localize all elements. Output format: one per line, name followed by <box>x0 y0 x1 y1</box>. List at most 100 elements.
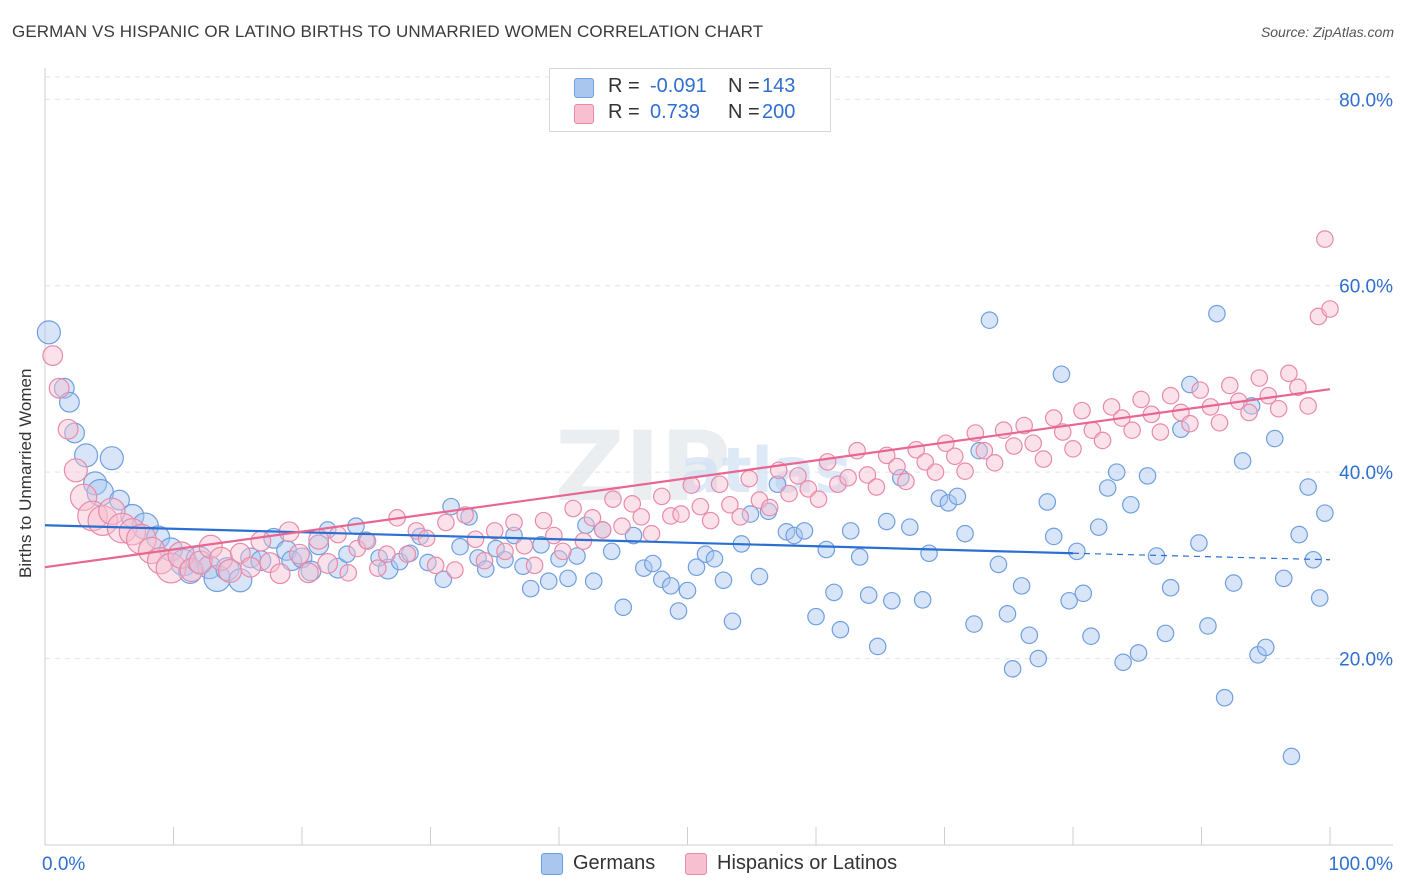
german-point <box>99 446 124 471</box>
hispanic-point <box>69 483 98 512</box>
german-point <box>1012 577 1031 595</box>
hispanic-point <box>632 508 651 526</box>
hispanic-point <box>945 447 964 466</box>
hispanic-point <box>740 469 758 488</box>
hispanic-point <box>789 467 807 485</box>
german-point <box>1074 584 1093 603</box>
german-point <box>263 527 285 549</box>
german-point <box>1190 534 1208 552</box>
hispanic-point <box>1132 390 1150 409</box>
german-point <box>723 612 742 631</box>
hispanic-point <box>339 564 358 582</box>
german-point <box>1224 574 1243 592</box>
german-point <box>956 524 974 543</box>
y-axis-label: Births to Unmarried Women <box>16 368 35 578</box>
hispanic-point <box>809 490 828 508</box>
german-point <box>1052 365 1071 384</box>
hispanic-point <box>642 524 661 543</box>
german-point <box>559 569 577 588</box>
legend-n-label: N = <box>728 75 760 97</box>
german-point <box>1215 688 1234 707</box>
y-tick-label: 20.0% <box>1339 650 1393 671</box>
hispanic-point <box>554 542 572 561</box>
german-point <box>1038 493 1057 511</box>
legend-r-label: R = <box>608 75 640 97</box>
german-point <box>795 522 814 540</box>
hispanic-point <box>701 511 720 530</box>
y-tick-label: 40.0% <box>1339 463 1393 484</box>
hispanic-point <box>818 453 837 471</box>
legend-r-value: -0.091 <box>650 75 707 97</box>
hispanic-point <box>485 522 504 540</box>
german-point <box>1068 542 1086 561</box>
german-point <box>1107 463 1126 481</box>
german-point <box>584 572 603 591</box>
hispanic-point <box>1093 431 1112 450</box>
hispanic-point <box>456 506 474 524</box>
source-label: Source: ZipAtlas.com <box>1260 24 1394 40</box>
hispanic-point <box>98 497 126 526</box>
german-point <box>913 591 932 609</box>
german-point <box>539 572 558 591</box>
german-point <box>750 567 769 586</box>
hispanic-point <box>623 495 642 513</box>
tick-labels: 20.0% 40.0% 60.0% 80.0% 0.0% 100.0% <box>42 90 1393 875</box>
hispanic-point <box>505 513 523 532</box>
hispanic-point <box>731 508 749 526</box>
hispanic-point <box>329 525 347 544</box>
german-point <box>965 615 983 633</box>
german-point <box>652 570 671 589</box>
german-point <box>714 571 733 590</box>
hispanic-point <box>1250 369 1269 387</box>
hispanic-point <box>888 457 906 476</box>
german-point <box>338 545 356 563</box>
hispanic-point <box>613 517 631 536</box>
bottom-legend-label: Germans <box>573 852 656 874</box>
german-point <box>74 443 99 468</box>
german-point <box>1156 624 1175 643</box>
legend-n-value: 200 <box>762 101 796 123</box>
hispanic-point <box>985 454 1004 472</box>
german-point <box>920 544 938 563</box>
hispanic-point <box>897 472 915 491</box>
german-point <box>53 377 75 399</box>
y-tick-label: 60.0% <box>1339 277 1393 298</box>
german-point <box>624 526 643 545</box>
hispanic-point <box>1316 230 1334 248</box>
german-point <box>930 489 949 508</box>
hispanic-point <box>48 377 70 399</box>
german-point <box>1114 653 1132 672</box>
hispanic-point <box>297 562 319 584</box>
hispanic-point <box>1289 378 1307 397</box>
hispanic-point <box>604 490 622 508</box>
hispanic-point <box>437 513 455 532</box>
german-point <box>1208 304 1226 323</box>
legend-r-label: R = <box>608 101 640 123</box>
german-point <box>998 605 1017 623</box>
hispanic-point <box>358 532 377 550</box>
hispanic-point <box>564 499 582 518</box>
german-point <box>883 591 901 610</box>
hispanic-point <box>1280 364 1298 383</box>
hispanic-point <box>369 559 387 577</box>
hispanic-point <box>1151 423 1170 441</box>
hispanic-point <box>250 530 272 552</box>
german-point <box>327 557 349 579</box>
german-point <box>602 542 621 561</box>
hispanic-point <box>378 545 396 563</box>
hispanic-point <box>1064 440 1082 458</box>
german-point <box>1003 660 1022 678</box>
hispanic-point <box>583 509 602 527</box>
hispanic-point <box>398 545 417 563</box>
german-point <box>807 607 825 626</box>
hispanic-point <box>475 551 494 570</box>
germans-trend-line <box>44 524 1074 555</box>
hispanic-point <box>710 475 729 494</box>
hispanic-point <box>63 458 88 483</box>
hispanic-point <box>1034 450 1053 468</box>
hispanic-point <box>515 536 534 555</box>
german-point <box>785 526 803 545</box>
hispanic-point <box>317 553 339 574</box>
german-point <box>1060 591 1078 610</box>
german-point <box>1290 525 1308 544</box>
